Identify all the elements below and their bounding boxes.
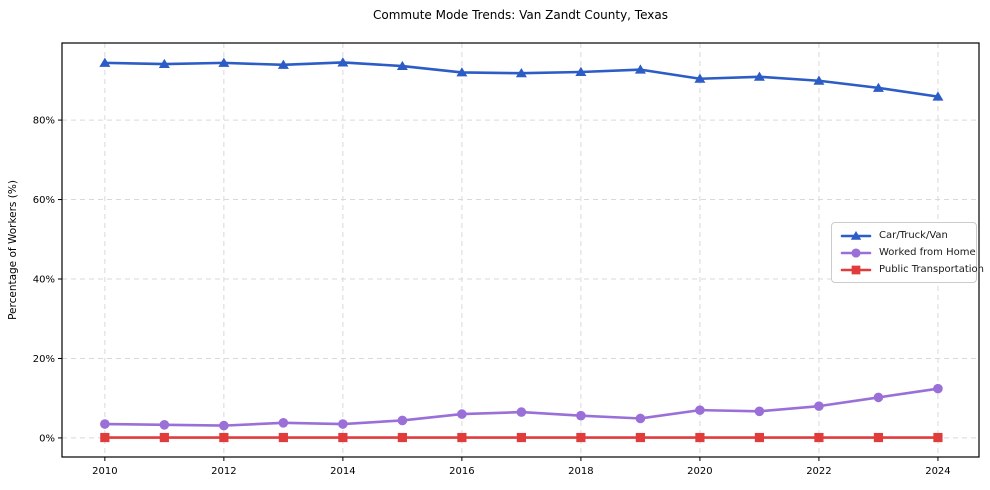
legend-item-public-transportation: Public Transportation: [840, 261, 984, 278]
svg-text:40%: 40%: [33, 275, 55, 286]
svg-text:20%: 20%: [33, 354, 55, 365]
worked-from-home-line-marker-icon: [840, 247, 872, 258]
svg-text:2020: 2020: [687, 466, 712, 477]
svg-text:2016: 2016: [449, 466, 474, 477]
svg-text:2022: 2022: [806, 466, 831, 477]
car-truck-van-line-marker-icon: [840, 230, 872, 240]
legend-item-car-truck-van: Car/Truck/Van: [840, 227, 968, 244]
svg-text:0%: 0%: [39, 433, 55, 444]
svg-text:60%: 60%: [33, 195, 55, 206]
chart-title: Commute Mode Trends: Van Zandt County, T…: [373, 8, 668, 22]
legend-label: Car/Truck/Van: [879, 230, 948, 241]
legend-item-worked-from-home: Worked from Home: [840, 244, 976, 261]
svg-text:2024: 2024: [925, 466, 950, 477]
svg-text:2012: 2012: [211, 466, 236, 477]
svg-text:2018: 2018: [568, 466, 593, 477]
legend-label: Public Transportation: [879, 264, 984, 275]
svg-text:2014: 2014: [330, 466, 355, 477]
legend-label: Worked from Home: [879, 247, 976, 258]
public-transportation-line-marker-icon: [840, 265, 872, 274]
svg-text:2010: 2010: [92, 466, 117, 477]
svg-text:80%: 80%: [33, 116, 55, 127]
legend: Car/Truck/Van Worked from Home Public Tr…: [831, 222, 984, 283]
